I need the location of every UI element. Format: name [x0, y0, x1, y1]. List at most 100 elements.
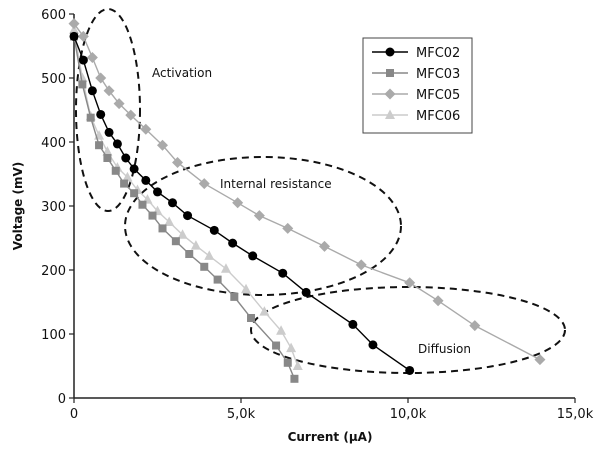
data-point-mfc05 — [103, 85, 115, 97]
data-point-mfc03 — [200, 262, 209, 271]
data-point-mfc02 — [168, 198, 178, 208]
data-point-mfc03 — [171, 237, 180, 246]
legend-marker — [386, 69, 394, 77]
y-tick-label: 600 — [41, 8, 66, 23]
y-axis-title: Voltage (mV) — [11, 162, 25, 251]
legend-label: MFC03 — [416, 67, 460, 82]
data-point-mfc05 — [253, 210, 265, 222]
data-point-mfc05 — [355, 259, 367, 271]
legend-marker — [385, 47, 395, 57]
data-point-mfc02 — [228, 238, 238, 248]
data-point-mfc03 — [185, 250, 194, 258]
data-point-mfc06 — [292, 360, 303, 370]
x-tick-label: 10,0k — [390, 407, 427, 422]
data-point-mfc02 — [141, 175, 151, 185]
data-point-mfc03 — [283, 358, 292, 367]
data-point-mfc03 — [290, 374, 299, 383]
y-tick-label: 300 — [41, 200, 66, 215]
data-point-mfc03 — [158, 224, 167, 233]
diffusion-annotation: Diffusion — [418, 342, 471, 356]
x-ticks: 0 5,0k 10,0k 15,0k — [70, 398, 594, 422]
legend-marker — [385, 109, 395, 119]
data-point-mfc06 — [204, 250, 215, 260]
data-point-mfc06 — [259, 306, 270, 316]
y-tick-label: 400 — [41, 136, 66, 151]
series-mfc05 — [68, 18, 546, 366]
activation-ellipse — [75, 8, 141, 212]
data-point-mfc02 — [153, 187, 162, 197]
data-point-mfc02 — [96, 109, 106, 119]
y-tick-label: 100 — [41, 328, 66, 343]
data-point-mfc02 — [301, 287, 311, 297]
data-point-mfc05 — [68, 18, 80, 30]
data-point-mfc02 — [348, 319, 358, 329]
x-tick-label: 5,0k — [227, 407, 256, 422]
data-point-mfc05 — [172, 156, 184, 168]
data-point-mfc03 — [120, 179, 129, 188]
data-point-mfc02 — [209, 225, 219, 235]
data-point-mfc03 — [247, 314, 256, 322]
legend-label: MFC05 — [416, 88, 460, 103]
data-point-mfc03 — [111, 166, 120, 175]
diffusion-ellipse — [250, 286, 566, 374]
data-point-mfc06 — [122, 171, 133, 182]
data-point-mfc02 — [248, 251, 258, 261]
data-point-mfc03 — [103, 154, 112, 162]
data-point-mfc03 — [272, 341, 281, 350]
data-point-mfc02 — [78, 55, 88, 65]
data-point-mfc05 — [140, 123, 152, 135]
data-point-mfc03 — [78, 80, 87, 89]
data-point-mfc03 — [148, 211, 157, 220]
data-point-mfc02 — [405, 365, 415, 375]
data-point-mfc06 — [77, 72, 88, 82]
x-tick-label: 15,0k — [557, 407, 594, 422]
legend-entry: MFC06 — [372, 109, 460, 124]
data-point-mfc05 — [95, 72, 107, 84]
data-point-mfc05 — [198, 178, 210, 190]
data-point-mfc06 — [190, 240, 201, 250]
y-ticks: 0 100 200 300 400 500 600 — [41, 8, 74, 407]
data-point-mfc03 — [138, 200, 147, 209]
legend: MFC02 MFC03 MFC05 MFC06 — [362, 37, 473, 134]
legend-label: MFC02 — [416, 46, 460, 61]
activation-annotation: Activation — [152, 66, 212, 80]
y-tick-label: 500 — [41, 72, 66, 87]
data-point-mfc02 — [368, 340, 378, 350]
legend-label: MFC06 — [416, 109, 460, 124]
legend-entries: MFC02 MFC03 MFC05 MFC06 — [372, 46, 460, 124]
data-point-mfc02 — [183, 211, 193, 221]
data-point-mfc06 — [220, 263, 231, 273]
annotation-layer: Activation Internal resistance Diffusion — [75, 8, 566, 374]
data-point-mfc05 — [404, 277, 416, 289]
internal-resistance-ellipse — [124, 156, 402, 296]
data-point-mfc02 — [112, 139, 122, 149]
data-point-mfc06 — [286, 342, 297, 353]
data-point-mfc02 — [278, 268, 288, 278]
series-mfc03 — [70, 32, 299, 383]
legend-marker — [384, 88, 396, 100]
data-point-mfc03 — [95, 141, 104, 150]
data-point-mfc03 — [213, 275, 222, 284]
y-tick-label: 200 — [41, 264, 66, 279]
internal-resistance-annotation: Internal resistance — [220, 177, 332, 191]
data-point-mfc05 — [86, 52, 98, 64]
data-point-mfc05 — [432, 295, 444, 307]
data-point-mfc05 — [469, 320, 481, 332]
axes — [73, 14, 575, 399]
legend-box — [362, 37, 473, 134]
legend-entry: MFC05 — [372, 88, 460, 103]
x-tick-label: 0 — [70, 407, 78, 422]
legend-entry: MFC03 — [372, 67, 460, 82]
data-point-mfc02 — [129, 164, 139, 174]
data-point-mfc06 — [177, 229, 188, 239]
data-point-mfc06 — [164, 216, 175, 226]
data-point-mfc06 — [241, 283, 252, 294]
data-point-mfc05 — [125, 109, 137, 121]
data-point-mfc03 — [86, 113, 95, 122]
series-layer — [68, 18, 546, 383]
legend-entry: MFC02 — [372, 46, 460, 61]
x-axis-title: Current (µA) — [288, 430, 373, 444]
data-point-mfc05 — [157, 139, 169, 151]
data-point-mfc05 — [77, 30, 89, 42]
